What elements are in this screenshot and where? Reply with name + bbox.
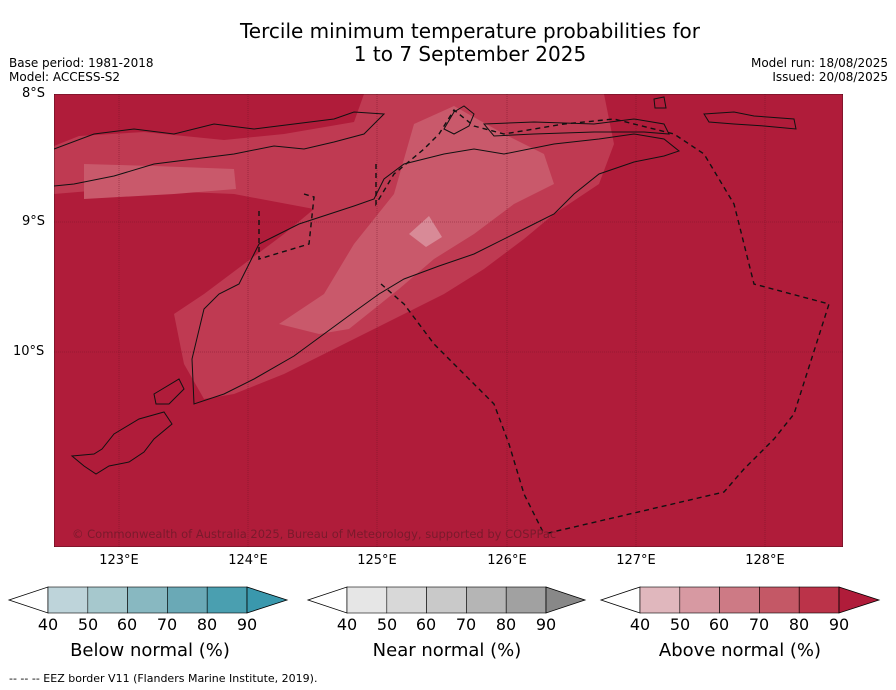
map-panel: © Commonwealth of Australia 2025, Bureau… [54, 94, 843, 547]
colorbar-segment [346, 586, 388, 614]
flores-coastline [54, 111, 386, 187]
tick-below-90: 90 [236, 615, 258, 634]
colorbar-above-label: Above normal (%) [658, 640, 822, 661]
colorbar-segment [505, 586, 547, 614]
lat-label-9s: 9°S [22, 214, 46, 229]
tick-near-80: 80 [495, 615, 517, 634]
lon-label-123e: 123°E [99, 553, 139, 568]
colorbar-segment [127, 586, 168, 614]
babar-coastline [703, 111, 797, 130]
colorbar-below-upper-arrow [246, 586, 289, 614]
colorbar-near-normal [306, 586, 587, 614]
colorbar-near-label: Near normal (%) [372, 640, 522, 661]
prob-band-50 [409, 216, 442, 247]
colorbar-above-normal [599, 586, 881, 614]
meta-left: Base period: 1981-2018 Model: ACCESS-S2 [9, 56, 154, 84]
colorbar-below-lower-arrow [7, 586, 49, 614]
colorbar-above-upper-arrow [838, 586, 881, 614]
colorbar-segment [798, 586, 840, 614]
kisar-coastline [653, 96, 667, 109]
colorbar-above-lower-arrow [599, 586, 641, 614]
colorbar-segment [386, 586, 427, 614]
lon-label-124e: 124°E [228, 553, 268, 568]
colorbar-segment [759, 586, 800, 614]
rote-coastline [153, 378, 185, 405]
tick-above-70: 70 [748, 615, 770, 634]
model-name: Model: ACCESS-S2 [9, 70, 121, 84]
colorbar-near-lower-arrow [306, 586, 348, 614]
title-line-1: Tercile minimum temperature probabilitie… [239, 19, 701, 43]
colorbars [7, 586, 881, 614]
title-line-2: 1 to 7 September 2025 [353, 42, 587, 66]
lat-label-10s: 10°S [13, 344, 45, 359]
eez-border [258, 108, 830, 535]
colorbar-segment [206, 586, 248, 614]
tick-above-50: 50 [669, 615, 691, 634]
tick-near-40: 40 [336, 615, 358, 634]
chart-title: Tercile minimum temperature probabilitie… [150, 20, 790, 66]
tick-below-40: 40 [37, 615, 59, 634]
tick-near-90: 90 [535, 615, 557, 634]
base-period: Base period: 1981-2018 [9, 56, 154, 70]
tick-above-60: 60 [708, 615, 730, 634]
sabu-coastline [70, 411, 173, 475]
lon-label-125e: 125°E [357, 553, 397, 568]
alor-coastline [443, 105, 475, 135]
colorbar-near-upper-arrow [545, 586, 587, 614]
tick-below-50: 50 [77, 615, 99, 634]
colorbar-segment [639, 586, 681, 614]
tick-near-70: 70 [455, 615, 477, 634]
lat-label-8s: 8°S [22, 86, 46, 101]
tick-below-70: 70 [156, 615, 178, 634]
model-run: Model run: 18/08/2025 [750, 56, 888, 70]
colorbar-segment [47, 586, 89, 614]
tick-near-60: 60 [415, 615, 437, 634]
eez-footer-note: -- -- -- EEZ border V11 (Flanders Marine… [9, 672, 318, 685]
colorbar-segment [87, 586, 128, 614]
colorbar-segment [679, 586, 720, 614]
colorbar-below-label: Below normal (%) [70, 640, 230, 661]
colorbar-below-normal [7, 586, 289, 614]
lon-label-126e: 126°E [487, 553, 527, 568]
colorbar-segment [719, 586, 760, 614]
lon-label-128e: 128°E [745, 553, 785, 568]
copyright-text: © Commonwealth of Australia 2025, Bureau… [72, 527, 556, 541]
meta-right: Model run: 18/08/2025 Issued: 20/08/2025 [751, 56, 888, 84]
issued-date: Issued: 20/08/2025 [772, 70, 888, 84]
lon-label-127e: 127°E [616, 553, 656, 568]
tick-near-50: 50 [376, 615, 398, 634]
timor-coastline [191, 133, 681, 405]
colorbar-segment [426, 586, 467, 614]
prob-band-60 [84, 106, 554, 334]
tick-above-90: 90 [828, 615, 850, 634]
colorbar-segment [167, 586, 208, 614]
colorbar-below-segments [47, 586, 248, 614]
tick-above-80: 80 [788, 615, 810, 634]
colorbar-above-segments [639, 586, 840, 614]
tick-below-80: 80 [196, 615, 218, 634]
graticule [54, 94, 843, 547]
coastlines [54, 96, 797, 475]
tick-above-40: 40 [629, 615, 651, 634]
colorbar-segment [466, 586, 507, 614]
colorbar-near-segments [346, 586, 547, 614]
tick-below-60: 60 [116, 615, 138, 634]
